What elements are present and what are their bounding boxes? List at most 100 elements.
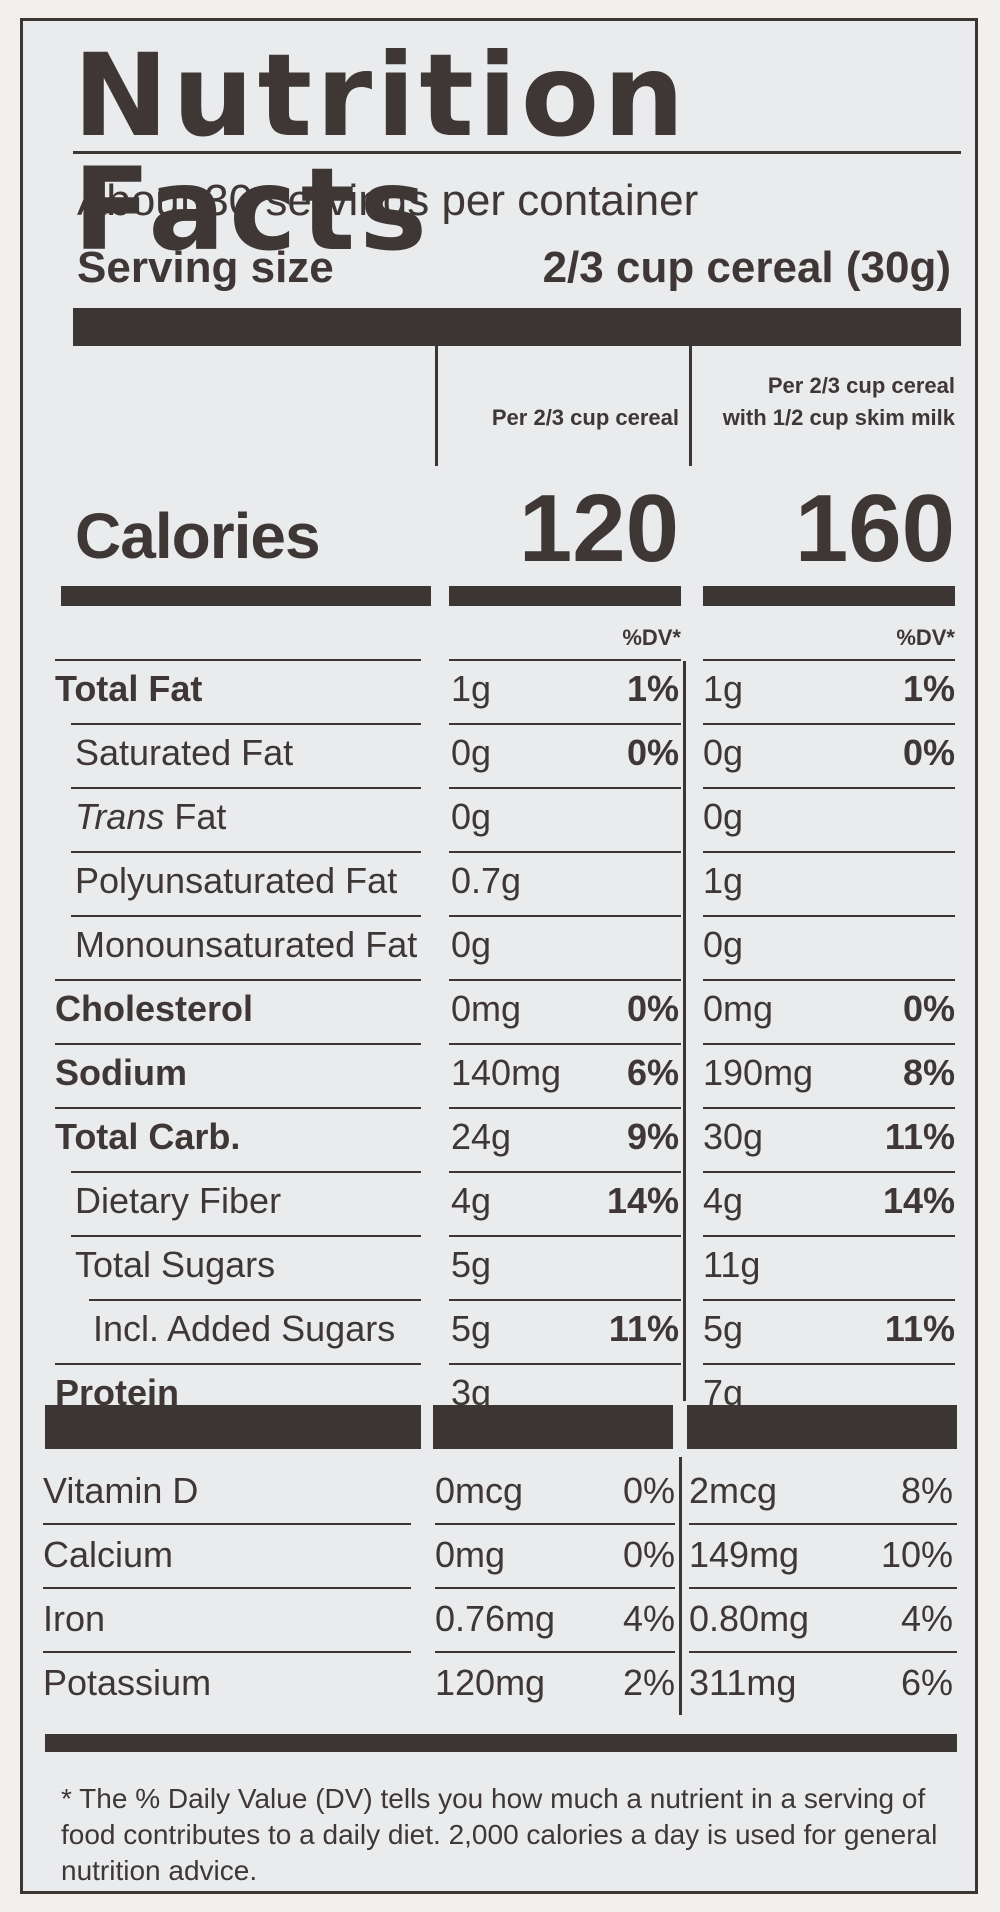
calories-with-milk-value: 160 [794, 475, 955, 582]
vitamin-divider-cereal [435, 1523, 675, 1525]
column-divider-cereal [683, 661, 686, 1401]
vitamin-divider-cereal [435, 1587, 675, 1589]
vitamin-amount-cereal: 0.76mg [435, 1598, 556, 1639]
row-divider-cereal [449, 1107, 681, 1109]
calories-bar-cereal [449, 586, 681, 606]
row-divider-milk [703, 723, 955, 725]
vitamin-amount-cereal: 0mg [435, 1534, 506, 1575]
thick-divider [73, 308, 961, 346]
row-divider-name [71, 1235, 421, 1237]
nutrient-amount-milk: 1g [703, 668, 744, 709]
vitamin-amount-milk: 149mg [689, 1534, 800, 1575]
vitamin-divider-name [43, 1587, 411, 1589]
vitamin-divider-milk [689, 1587, 957, 1589]
column-header-with-milk-line1: Per 2/3 cup cereal [767, 373, 955, 398]
label-title: Nutrition Facts [73, 29, 689, 276]
row-divider-cereal [449, 1363, 681, 1365]
nutrient-amount-cereal: 0g [451, 796, 492, 837]
nutrient-dv-cereal: 14% [606, 1180, 679, 1221]
row-divider-name [55, 1043, 421, 1045]
vitamins-bar-cereal [433, 1405, 673, 1449]
nutrient-amount-milk: 11g [703, 1244, 761, 1285]
calories-bar-milk [703, 586, 955, 606]
nutrient-name: Incl. Added Sugars [93, 1308, 396, 1349]
vitamin-dv-milk: 8% [900, 1470, 953, 1511]
nutrient-dv-cereal: 11% [608, 1308, 679, 1349]
vitamin-amount-milk: 0.80mg [689, 1598, 810, 1639]
vitamin-amount-milk: 311mg [689, 1662, 797, 1703]
nutrient-name: Total Sugars [75, 1244, 276, 1285]
row-divider-milk [703, 1171, 955, 1173]
column-header-cereal: Per 2/3 cup cereal [491, 405, 679, 430]
calories-cereal-value: 120 [518, 475, 679, 582]
row-divider-milk [703, 1299, 955, 1301]
row-divider-cereal [449, 979, 681, 981]
vitamins-bar-name [45, 1405, 421, 1449]
row-divider-name [71, 1171, 421, 1173]
vitamin-dv-cereal: 2% [622, 1662, 675, 1703]
nutrient-amount-milk: 0g [703, 924, 744, 965]
calories-bar-name [61, 586, 431, 606]
column-divider-2 [689, 346, 692, 466]
vitamin-column-divider [679, 1457, 682, 1715]
nutrient-amount-milk: 4g [703, 1180, 744, 1221]
nutrient-name: Saturated Fat [75, 732, 294, 773]
nutrient-amount-cereal: 24g [451, 1116, 512, 1157]
nutrient-name: Monounsaturated Fat [75, 924, 418, 965]
nutrient-name: Sodium [55, 1052, 187, 1093]
row-divider-name [71, 723, 421, 725]
serving-size-value: 2/3 cup cereal (30g) [542, 243, 951, 292]
row-divider-milk [703, 979, 955, 981]
row-divider-milk [703, 787, 955, 789]
nutrient-name: Dietary Fiber [75, 1180, 282, 1221]
vitamins-bar-milk [687, 1405, 957, 1449]
row-divider-cereal [449, 1235, 681, 1237]
nutrient-dv-cereal: 9% [626, 1116, 679, 1157]
row-divider-cereal [449, 1299, 681, 1301]
vitamin-dv-milk: 10% [880, 1534, 953, 1575]
row-divider-milk [703, 1107, 955, 1109]
row-divider-cereal [449, 1171, 681, 1173]
nutrient-dv-milk: 1% [902, 668, 955, 709]
vitamin-divider-name [43, 1651, 411, 1653]
row-divider-milk [703, 1235, 955, 1237]
serving-size-label: Serving size [77, 243, 334, 292]
row-divider-milk [703, 659, 955, 661]
vitamin-dv-cereal: 4% [622, 1598, 675, 1639]
nutrient-amount-milk: 30g [703, 1116, 764, 1157]
nutrient-amount-milk: 0g [703, 796, 744, 837]
nutrient-amount-cereal: 140mg [451, 1052, 562, 1093]
vitamin-divider-name [43, 1523, 411, 1525]
nutrient-dv-milk: 11% [884, 1116, 955, 1157]
vitamin-amount-cereal: 0mcg [435, 1470, 524, 1511]
nutrient-dv-cereal: 0% [626, 732, 679, 773]
nutrient-amount-cereal: 4g [451, 1180, 492, 1221]
row-divider-cereal [449, 915, 681, 917]
nutrient-amount-milk: 0g [703, 732, 744, 773]
row-divider-name [71, 787, 421, 789]
row-divider-cereal [449, 851, 681, 853]
nutrient-amount-cereal: 0g [451, 732, 492, 773]
row-divider-cereal [449, 723, 681, 725]
calories-label: Calories [75, 500, 321, 572]
row-divider-name [71, 851, 421, 853]
nutrient-dv-milk: 8% [902, 1052, 955, 1093]
row-divider-name [55, 979, 421, 981]
row-divider-milk [703, 851, 955, 853]
vitamin-name: Potassium [43, 1662, 212, 1703]
nutrient-amount-milk: 190mg [703, 1052, 814, 1093]
row-divider-name [55, 1363, 421, 1365]
vitamin-divider-cereal [435, 1651, 675, 1653]
nutrient-dv-cereal: 0% [626, 988, 679, 1029]
row-divider-milk [703, 1363, 955, 1365]
vitamin-name: Iron [43, 1598, 106, 1639]
nutrient-name: Total Fat [55, 668, 203, 709]
nutrient-amount-cereal: 5g [451, 1308, 492, 1349]
nutrient-amount-milk: 5g [703, 1308, 744, 1349]
nutrient-amount-cereal: 0mg [451, 988, 522, 1029]
row-divider-name [89, 1299, 421, 1301]
row-divider-cereal [449, 1043, 681, 1045]
row-divider-name [55, 1107, 421, 1109]
vitamin-dv-cereal: 0% [622, 1534, 675, 1575]
vitamin-dv-cereal: 0% [622, 1470, 675, 1511]
